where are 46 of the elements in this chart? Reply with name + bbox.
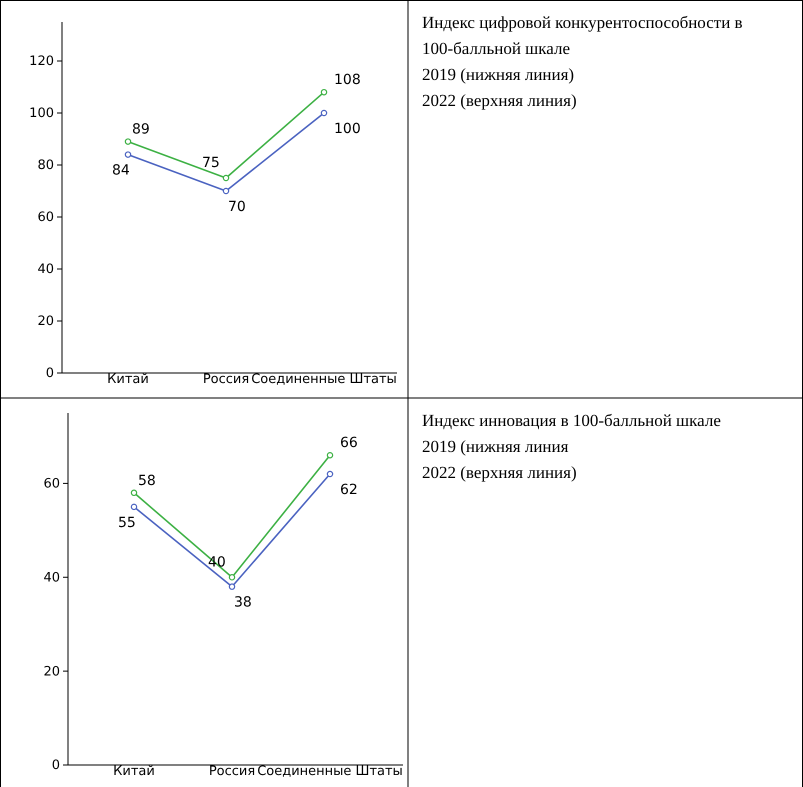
data-label: 89 (132, 122, 150, 138)
data-label: 84 (112, 162, 130, 179)
point (228, 574, 236, 581)
y-tick-label: 80 (37, 158, 54, 174)
point (326, 470, 334, 478)
data-label: 70 (228, 199, 246, 215)
y-tick-label: 60 (37, 210, 54, 226)
point (222, 174, 230, 182)
point (228, 583, 236, 590)
data-label: 75 (202, 155, 220, 171)
point (222, 188, 230, 194)
text: 2019 (нижняя линия) (422, 65, 574, 84)
text: 2022 (верхняя линия) (422, 463, 577, 482)
y-tick-label: 0 (52, 758, 60, 774)
x-tick-label: Россия (208, 764, 256, 780)
text: Индекс инновация в 100-балльной шкале (422, 411, 721, 430)
point (320, 110, 328, 116)
data-label: 58 (138, 472, 156, 489)
text: 2022 (верхняя линия) (422, 91, 577, 110)
data-label: 55 (118, 514, 136, 531)
x-tick-label: Китай (113, 764, 155, 780)
point (130, 490, 138, 496)
point (124, 151, 132, 158)
point (326, 452, 334, 458)
data-label: 108 (334, 72, 361, 88)
y-tick-label: 60 (43, 476, 60, 492)
y-tick-label: 20 (37, 314, 54, 330)
x-tick-label: Китай (107, 372, 149, 388)
text: 2019 (нижняя линия (422, 437, 569, 456)
y-tick-label: 40 (43, 570, 60, 586)
data-label: 38 (234, 594, 252, 611)
data-label: 62 (340, 482, 358, 498)
point (124, 138, 132, 145)
y-tick-label: 100 (29, 106, 54, 122)
x-tick-label: Россия (202, 372, 250, 388)
text: Индекс цифровой конкурентоспособности в 100-балльной шкале (422, 13, 743, 58)
y-tick-label: 20 (43, 664, 60, 680)
x-tick-label: Соединенные Штаты (251, 372, 397, 388)
point (320, 88, 328, 96)
point (130, 504, 138, 510)
x-tick-label: Соединенные Штаты (257, 764, 403, 780)
y-tick-label: 0 (46, 366, 54, 382)
y-tick-label: 120 (29, 54, 54, 70)
data-label: 66 (340, 435, 358, 452)
data-label: 100 (334, 121, 361, 137)
y-tick-label: 40 (37, 262, 54, 278)
